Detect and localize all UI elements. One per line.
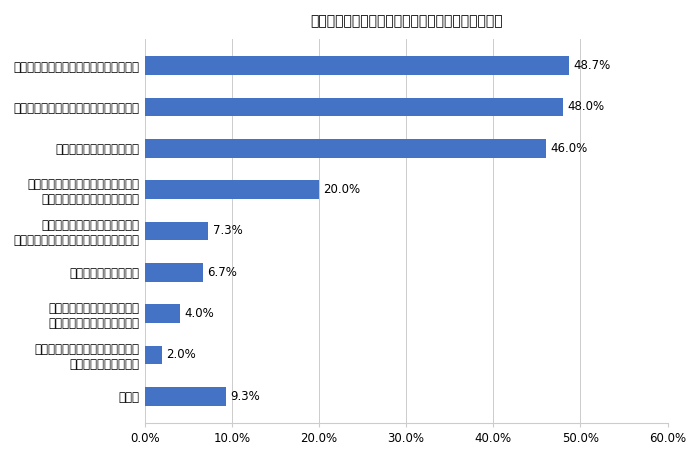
- Bar: [145, 180, 319, 199]
- Bar: [145, 98, 563, 116]
- Bar: [145, 346, 162, 364]
- Text: 6.7%: 6.7%: [207, 266, 237, 279]
- Text: 2.0%: 2.0%: [167, 348, 196, 362]
- Bar: [145, 222, 209, 240]
- Text: 9.3%: 9.3%: [230, 390, 260, 403]
- Text: 48.7%: 48.7%: [573, 59, 610, 72]
- Bar: [145, 263, 203, 281]
- Text: 7.3%: 7.3%: [213, 224, 242, 237]
- Bar: [145, 139, 545, 157]
- Text: 20.0%: 20.0%: [323, 183, 360, 196]
- Text: 46.0%: 46.0%: [550, 142, 587, 155]
- Text: 4.0%: 4.0%: [184, 307, 213, 320]
- Bar: [145, 56, 569, 75]
- Bar: [145, 304, 180, 323]
- Bar: [145, 387, 226, 406]
- Text: 48.0%: 48.0%: [567, 101, 605, 113]
- Title: 運転免許証を返納しようと思われた理由は何ですか: 運転免許証を返納しようと思われた理由は何ですか: [310, 14, 503, 28]
